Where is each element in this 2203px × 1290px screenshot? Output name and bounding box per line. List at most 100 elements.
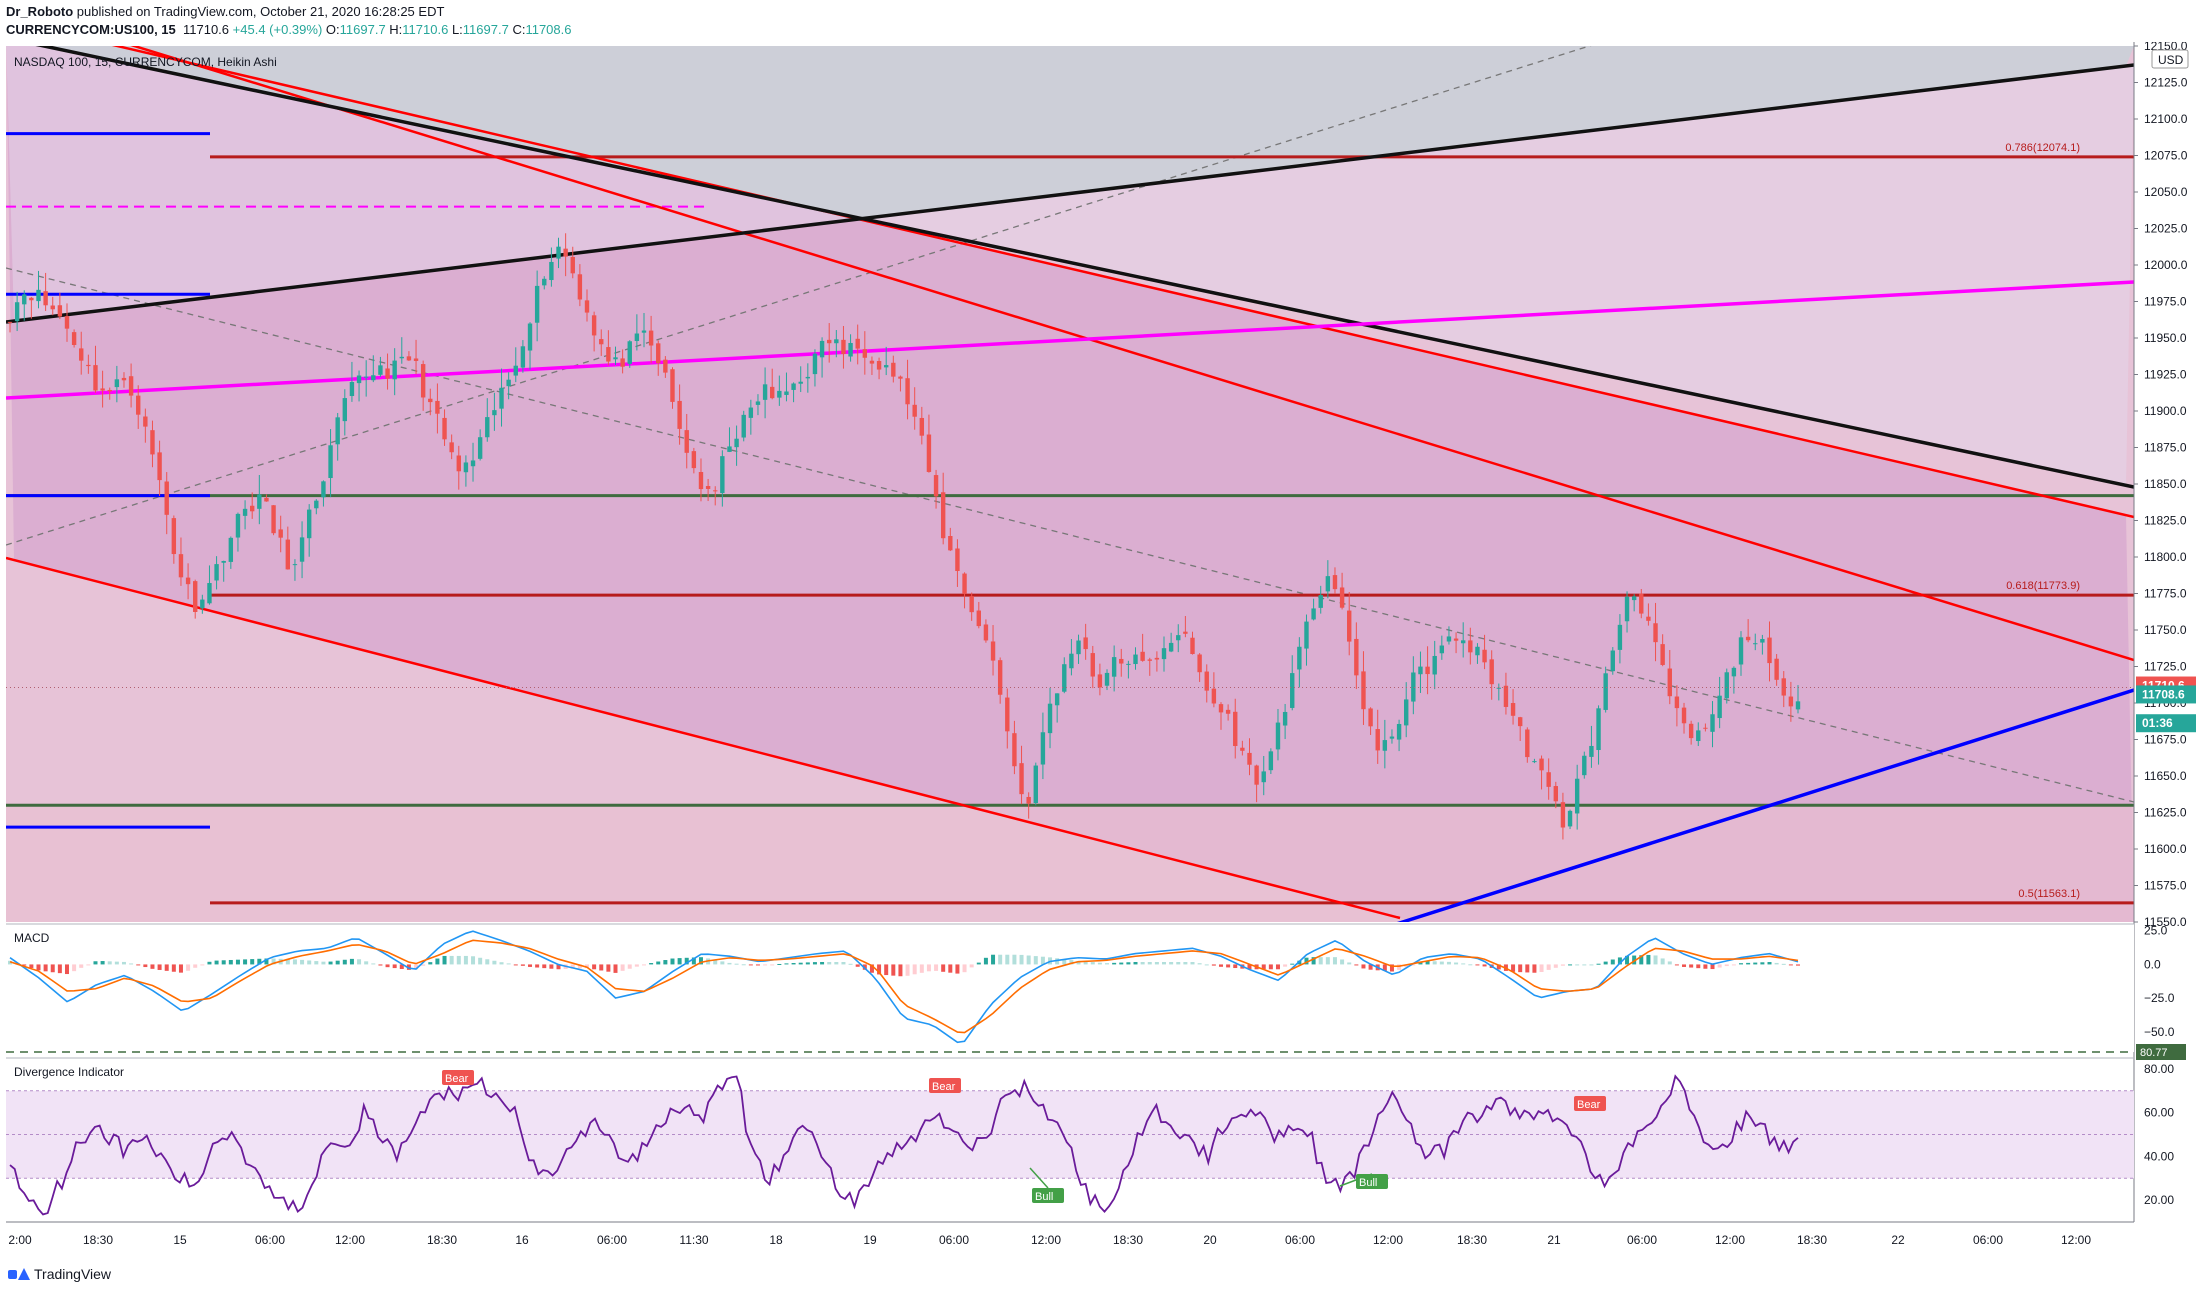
candle-body [1368, 708, 1373, 727]
candle-body [86, 364, 91, 367]
macd-hist-bar [1582, 964, 1587, 966]
time-tick-label: 06:00 [1285, 1233, 1315, 1247]
main-price-pane[interactable]: 0.786(12074.1) 0.618(11773.9) 0.5(11563.1)… [6, 42, 2134, 930]
candle-body [955, 548, 960, 572]
candle-body [121, 377, 127, 381]
macd-hist-bar [1247, 964, 1252, 970]
candle-body [1104, 672, 1110, 686]
candle-body [193, 581, 198, 612]
macd-pane[interactable]: MACD [6, 923, 2134, 1052]
candle-body [1140, 651, 1145, 661]
macd-hist-bar [698, 957, 703, 965]
time-axis[interactable]: 2:00 18:30 15 06:00 12:00 18:30 16 06:00 11:30 18… [6, 1221, 2134, 1247]
macd-title: MACD [14, 931, 50, 945]
macd-hist-bar [1347, 962, 1352, 965]
macd-hist-bar [228, 959, 233, 965]
candle-body [713, 490, 718, 492]
macd-hist-bar [1796, 964, 1800, 966]
macd-hist-bar [1204, 964, 1209, 966]
macd-hist-bar [421, 964, 426, 966]
open-value: 11697.7 [339, 22, 386, 37]
candle-body [976, 610, 981, 627]
macd-hist-bar [919, 964, 924, 973]
macd-hist-bar [1596, 963, 1601, 965]
candle-body [1475, 646, 1480, 656]
publish-info: Dr_Roboto published on TradingView.com, … [6, 4, 444, 19]
high-value: 11710.6 [402, 22, 449, 37]
candle-body [1389, 736, 1395, 739]
tradingview-logo[interactable]: TradingView [8, 1266, 111, 1282]
macd-hist-bar [1781, 963, 1786, 965]
threshold-tag [2136, 1044, 2186, 1060]
candle-body [1439, 645, 1445, 654]
macd-hist-bar [414, 964, 419, 970]
macd-hist-bar [513, 964, 518, 966]
candle-body [143, 416, 148, 427]
candle-body [93, 365, 98, 391]
candle-body [855, 338, 860, 349]
price-tag [2136, 714, 2196, 733]
macd-hist-bar [1332, 957, 1337, 965]
price-tick-label: 11575.0 [2144, 879, 2187, 893]
candle-body [691, 451, 697, 469]
macd-hist-bar [29, 964, 34, 968]
candle-body [648, 330, 654, 346]
candle-body [71, 332, 77, 345]
macd-hist-bar [812, 962, 817, 965]
macd-hist-bar [1475, 964, 1480, 966]
candle-body [449, 442, 454, 453]
macd-hist-bar [855, 964, 860, 967]
macd-hist-bar [357, 959, 362, 965]
candle-body [1582, 755, 1587, 776]
candle-body [720, 456, 725, 494]
author-name[interactable]: Dr_Roboto [6, 4, 74, 19]
candle-body [848, 342, 853, 357]
chart-canvas[interactable]: 0.786(12074.1) 0.618(11773.9) 0.5(11563.1)… [0, 42, 2203, 1252]
candle-body [1111, 657, 1117, 677]
macd-hist-bar [1617, 957, 1622, 965]
candle-body [399, 356, 404, 359]
macd-hist-bar [1546, 964, 1551, 970]
price-axis[interactable]: 12150.0 12125.0 12100.0 12075.0 12050.0 12025… [2133, 42, 2203, 1252]
fib-level-label: 0.5(11563.1) [2018, 888, 2080, 900]
candle-body [1788, 696, 1794, 707]
candle-body [584, 300, 590, 313]
macd-hist-bar [784, 963, 789, 965]
candle-body [791, 383, 796, 390]
macd-hist-bar [1076, 960, 1081, 965]
candle-body [1090, 653, 1095, 677]
macd-hist-bar [114, 961, 119, 965]
macd-hist-bar [143, 964, 148, 968]
macd-hist-bar [713, 959, 718, 965]
currency-badge[interactable] [2151, 49, 2189, 69]
macd-hist-bar [599, 964, 604, 971]
price-tick-label: 11975.0 [2144, 295, 2187, 309]
macd-hist-bar [1575, 964, 1580, 966]
macd-hist-bar [755, 964, 760, 966]
candle-body [1275, 722, 1281, 750]
macd-hist-bar [1226, 964, 1231, 968]
time-tick-label: 22 [1891, 1233, 1905, 1247]
candle-body [805, 376, 811, 379]
candle-body [171, 518, 177, 555]
macd-hist-bar [1397, 964, 1402, 970]
candle-body [185, 577, 191, 585]
candle-body [200, 599, 205, 609]
candle-body [278, 529, 283, 538]
low-value: 11697.7 [462, 22, 509, 37]
macd-hist-bar [748, 964, 753, 966]
candle-body [249, 505, 255, 512]
macd-hist-bar [121, 961, 126, 965]
candle-body [7, 321, 13, 323]
close-label: C: [512, 22, 526, 37]
macd-hist-bar [1211, 964, 1216, 966]
price-tick-label: 12075.0 [2144, 149, 2188, 163]
macd-hist-bar [449, 955, 454, 965]
macd-hist-bar [955, 964, 960, 974]
candle-body [271, 505, 276, 534]
macd-hist-bar [998, 954, 1003, 965]
candle-body [420, 364, 426, 398]
macd-hist-bar [834, 961, 839, 965]
divergence-pane[interactable]: 80.77 Divergence Indicator Bear Bear Bull Bul… [6, 1044, 2186, 1216]
candle-body [577, 274, 583, 300]
